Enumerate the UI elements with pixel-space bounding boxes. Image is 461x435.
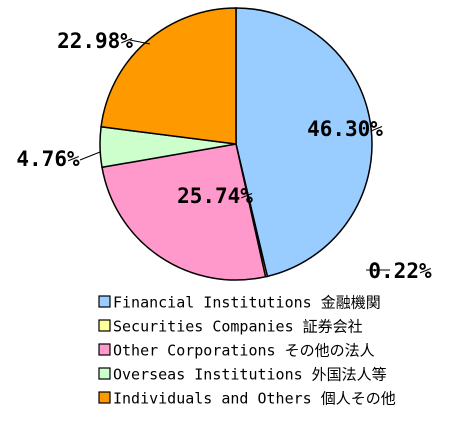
legend-label: Financial Institutions 金融機関 bbox=[113, 294, 381, 312]
legend-swatch bbox=[98, 343, 111, 356]
pie-slice bbox=[101, 143, 267, 281]
value-label: 46.30% bbox=[307, 117, 383, 141]
pie-slice bbox=[235, 7, 373, 278]
legend-swatch bbox=[98, 391, 111, 404]
legend-swatch bbox=[98, 295, 111, 308]
value-label: 4.76% bbox=[16, 147, 80, 171]
legend-label: Overseas Institutions 外国法人等 bbox=[113, 366, 387, 384]
leader-line bbox=[79, 151, 101, 161]
value-label: 25.74% bbox=[177, 184, 253, 208]
leader-line bbox=[129, 39, 151, 45]
legend-swatch bbox=[98, 319, 111, 332]
pie-slice bbox=[100, 7, 237, 145]
value-label: 22.98% bbox=[57, 29, 133, 53]
legend-label: Securities Companies 証券会社 bbox=[113, 318, 363, 336]
legend-swatch bbox=[98, 367, 111, 380]
value-label: 0.22% bbox=[368, 259, 432, 283]
legend-label: Other Corporations その他の法人 bbox=[113, 342, 375, 360]
legend-label: Individuals and Others 個人その他 bbox=[113, 390, 396, 408]
